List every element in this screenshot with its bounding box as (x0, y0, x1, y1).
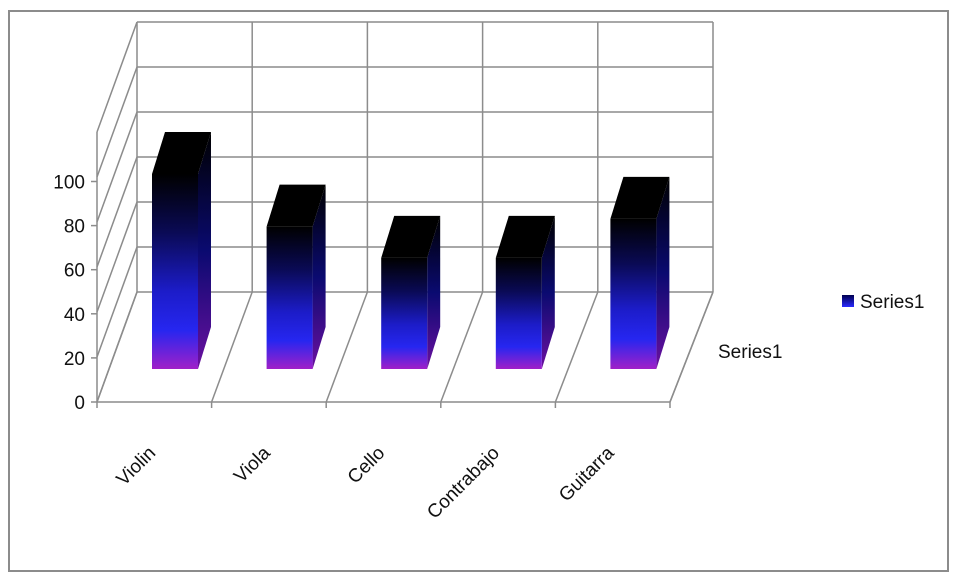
category-label: Guitarra (555, 442, 619, 506)
gridlines (96, 21, 714, 403)
floor-line (325, 291, 369, 403)
floor-line (440, 291, 484, 403)
category-label: Contrabajo (423, 443, 504, 524)
bar-front (381, 257, 428, 369)
y-tick-label: 0 (74, 393, 85, 414)
bar-guitarra (610, 176, 670, 369)
floor-line (210, 291, 253, 403)
y-tick-label: 20 (64, 349, 85, 370)
bar-side (198, 132, 211, 369)
bar-front (610, 218, 657, 369)
y-tick-label: 80 (64, 217, 85, 238)
bar-front (152, 174, 198, 369)
bar-side (312, 184, 326, 369)
bar-violin (152, 132, 211, 369)
bar-top (610, 176, 670, 219)
bar-top (381, 215, 441, 258)
bar-front (266, 226, 313, 369)
bar-top (152, 132, 211, 174)
depth-axis-label: Series1 (718, 342, 782, 363)
y-tick-label: 60 (64, 261, 85, 282)
chart-frame: 0 20 40 60 80 100 Violin Viola Cello Contrabajo Gu… (8, 10, 949, 572)
bar-cello (381, 215, 441, 369)
bar-contrabajo (495, 215, 555, 369)
gridline-side (96, 21, 138, 133)
legend: Series1 (842, 292, 924, 313)
gridline-side (96, 66, 138, 178)
bar-viola (266, 184, 326, 369)
gridline-side (96, 111, 138, 223)
axes (91, 132, 714, 408)
bar-front (495, 257, 542, 369)
category-label: Viola (230, 442, 275, 487)
legend-swatch (842, 295, 854, 307)
gridline-side (96, 246, 138, 358)
floor-right-edge (669, 291, 714, 403)
legend-label: Series1 (860, 292, 924, 313)
gridline-side (96, 201, 138, 313)
bar-top (266, 184, 326, 227)
gridline-side (96, 156, 138, 268)
y-tick-label: 100 (53, 173, 85, 194)
bar-side (541, 215, 555, 369)
floor-line (554, 291, 599, 403)
bar-chart: 0 20 40 60 80 100 Violin Viola Cello Contrabajo Gu… (53, 21, 924, 524)
bar-top (495, 215, 555, 258)
category-label: Cello (344, 443, 389, 488)
bars (152, 132, 670, 369)
category-label: Violin (113, 443, 160, 490)
floor-line (96, 291, 138, 403)
bar-side (427, 215, 441, 369)
bar-side (656, 176, 670, 369)
y-tick-label: 40 (64, 305, 85, 326)
